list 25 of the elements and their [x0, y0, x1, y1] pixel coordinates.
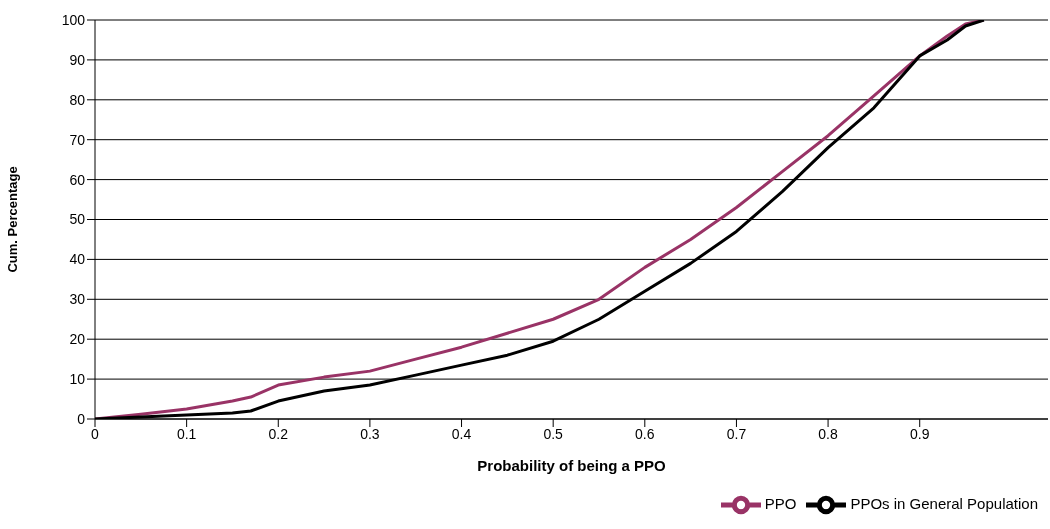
- legend-label: PPO: [764, 494, 797, 512]
- y-tick-label: 90: [69, 51, 86, 68]
- x-tick-label: 0.1: [176, 425, 197, 442]
- x-tick-label: 0.9: [909, 425, 930, 442]
- x-tick-label: 0.2: [268, 425, 289, 442]
- y-tick-label: 50: [69, 211, 86, 228]
- y-tick-label: 70: [69, 131, 86, 148]
- y-tick-label: 30: [69, 291, 86, 308]
- x-tick-label: 0.7: [726, 425, 747, 442]
- x-tick-label: 0.8: [818, 425, 839, 442]
- x-tick-label: 0.6: [635, 425, 655, 442]
- y-tick-label: 10: [69, 371, 86, 388]
- y-tick-label: 20: [69, 331, 86, 348]
- y-tick-label: 60: [69, 171, 86, 188]
- x-tick-label: 0.4: [451, 425, 472, 442]
- y-tick-label: 0: [77, 410, 86, 427]
- x-axis-title: Probability of being a PPO: [477, 457, 667, 474]
- y-axis-title: Cum. Percentage: [4, 166, 20, 273]
- y-tick-label: 100: [61, 11, 86, 28]
- legend-label: PPOs in General Population: [850, 494, 1038, 512]
- x-tick-label: 0.5: [543, 425, 564, 442]
- y-tick-label: 40: [69, 251, 86, 268]
- x-tick-label: 0.3: [360, 425, 380, 442]
- y-tick-label: 80: [69, 91, 86, 108]
- x-tick-label: 0: [91, 425, 100, 442]
